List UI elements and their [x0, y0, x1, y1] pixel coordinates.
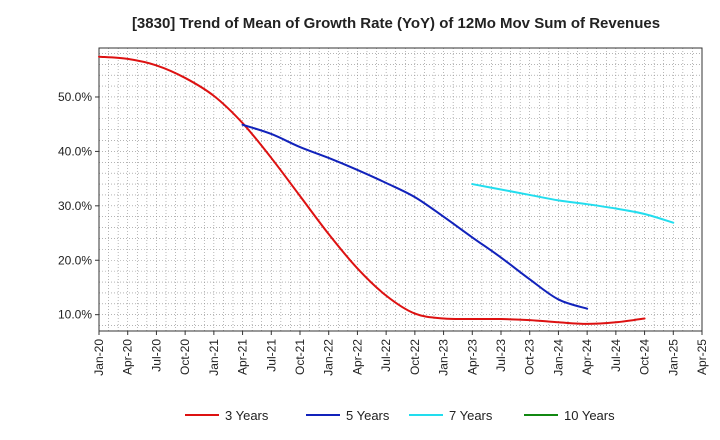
x-tick-label: Jan-21: [207, 339, 221, 376]
y-tick-label: 40.0%: [58, 144, 92, 158]
x-tick-label: Jul-22: [379, 339, 393, 372]
x-tick-label: Apr-24: [580, 339, 594, 375]
y-tick-label: 20.0%: [58, 253, 92, 267]
x-tick-label: Apr-23: [465, 339, 479, 375]
x-tick-label: Oct-24: [638, 339, 652, 375]
x-tick-label: Oct-22: [408, 339, 422, 375]
x-tick-label: Oct-21: [293, 339, 307, 375]
x-tick-label: Oct-20: [178, 339, 192, 375]
legend-label: 7 Years: [449, 408, 493, 423]
x-tick-label: Apr-22: [350, 339, 364, 375]
x-tick-label: Jul-21: [264, 339, 278, 372]
y-axis: 10.0% 20.0% 30.0% 40.0% 50.0%: [58, 90, 99, 322]
x-tick-label: Apr-25: [695, 339, 709, 375]
x-tick-label: Apr-20: [121, 339, 135, 375]
y-tick-label: 50.0%: [58, 90, 92, 104]
x-tick-label: Jan-23: [437, 339, 451, 376]
y-tick-label: 10.0%: [58, 308, 92, 322]
x-tick-label: Oct-23: [523, 339, 537, 375]
x-tick-label: Apr-21: [236, 339, 250, 375]
chart-title: [3830] Trend of Mean of Growth Rate (YoY…: [132, 15, 660, 32]
x-tick-label: Jul-23: [494, 339, 508, 372]
series-line-5-years: [241, 123, 589, 310]
x-tick-label: Jan-25: [666, 339, 680, 376]
x-tick-label: Jul-24: [609, 339, 623, 372]
series-line-7-years: [471, 183, 675, 224]
series-line-3-years: [98, 55, 646, 325]
x-axis: Jan-20 Apr-20 Jul-20 Oct-20 Jan-21 Apr-21 Jul-…: [92, 331, 709, 376]
series-lines: [98, 55, 675, 325]
legend-label: 5 Years: [346, 408, 390, 423]
legend-label: 3 Years: [225, 408, 269, 423]
legend-label: 10 Years: [564, 408, 615, 423]
plot-frame: [98, 47, 703, 332]
y-tick-label: 30.0%: [58, 199, 92, 213]
legend: 3 Years 5 Years 7 Years 10 Years: [185, 408, 615, 423]
x-tick-label: Jan-24: [551, 339, 565, 376]
x-tick-label: Jan-22: [322, 339, 336, 376]
x-tick-label: Jan-20: [92, 339, 106, 376]
x-tick-label: Jul-20: [149, 339, 163, 372]
